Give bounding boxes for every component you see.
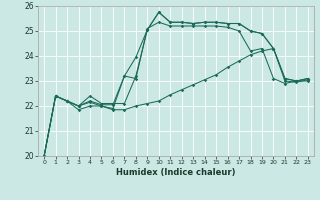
X-axis label: Humidex (Indice chaleur): Humidex (Indice chaleur) xyxy=(116,168,236,177)
